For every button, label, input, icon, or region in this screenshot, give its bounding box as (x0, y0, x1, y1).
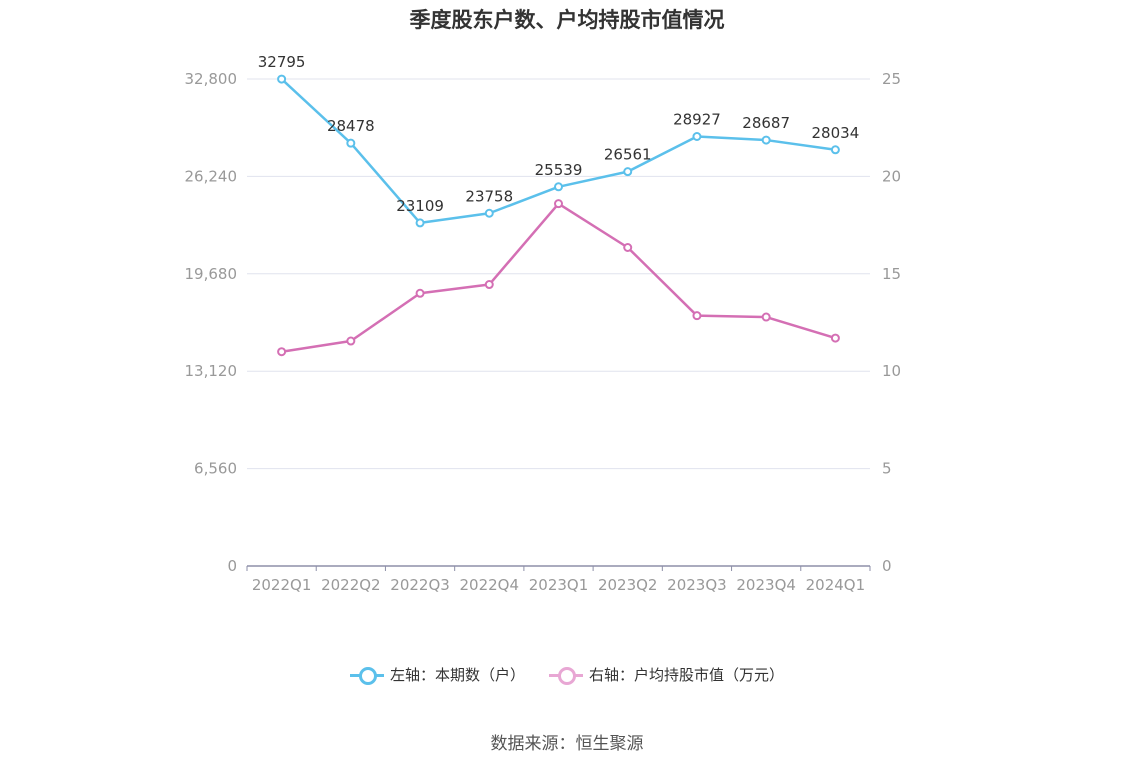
data-label-households: 28034 (812, 124, 860, 142)
data-label-households: 23109 (396, 197, 444, 215)
right-axis-tick-label: 10 (882, 362, 901, 380)
point-avg-value (277, 347, 287, 357)
point-households (346, 138, 356, 148)
left-axis-tick-label: 13,120 (185, 362, 238, 380)
data-label-households: 28687 (742, 114, 790, 132)
right-axis-tick-label: 5 (882, 460, 892, 478)
legend-label-avg-value: 右轴：户均持股市值（万元） (589, 666, 785, 684)
x-axis-tick-label: 2023Q4 (736, 576, 796, 594)
data-label-households: 32795 (258, 53, 306, 71)
point-avg-value (484, 280, 494, 290)
x-axis-tick-label: 2024Q1 (806, 576, 866, 594)
legend-item-avg-value[interactable]: 右轴：户均持股市值（万元） (549, 664, 784, 685)
legend-label-households: 左轴：本期数（户） (389, 666, 525, 684)
x-axis-tick-label: 2023Q1 (529, 576, 589, 594)
point-households (484, 208, 494, 218)
point-avg-value (761, 312, 771, 322)
data-label-households: 28927 (673, 111, 721, 129)
point-households (554, 182, 563, 192)
legend-line-icon (549, 666, 583, 685)
x-axis-tick-label: 2022Q4 (460, 576, 520, 594)
left-axis-tick-label: 0 (227, 557, 237, 575)
left-axis-tick-label: 19,680 (185, 265, 238, 283)
point-avg-value (623, 243, 633, 253)
x-axis-tick-label: 2022Q2 (321, 576, 381, 594)
left-axis-tick-label: 26,240 (185, 167, 238, 185)
data-label-households: 25539 (535, 161, 583, 179)
right-axis-tick-label: 0 (882, 557, 892, 575)
point-households (277, 74, 287, 84)
left-axis-tick-label: 32,800 (185, 70, 238, 88)
right-axis-tick-label: 25 (882, 70, 901, 88)
x-axis-tick-label: 2022Q3 (390, 576, 450, 594)
point-avg-value (415, 288, 425, 298)
point-households (761, 135, 771, 145)
point-avg-value (346, 336, 356, 346)
point-avg-value (830, 333, 840, 343)
chart-legend: 左轴：本期数（户） 右轴：户均持股市值（万元） (0, 664, 1134, 685)
data-label-households: 26561 (604, 146, 652, 164)
left-axis-tick-label: 6,560 (194, 460, 237, 478)
point-avg-value (554, 199, 563, 209)
point-households (692, 132, 702, 142)
chart-title: 季度股东户数、户均持股市值情况 (409, 8, 725, 32)
x-axis-tick-label: 2023Q2 (598, 576, 658, 594)
right-axis-tick-label: 15 (882, 265, 901, 283)
right-axis-tick-label: 20 (882, 167, 901, 185)
data-label-households: 23758 (465, 187, 513, 205)
legend-line-icon (349, 666, 384, 685)
point-households (623, 167, 633, 177)
point-households (415, 218, 425, 228)
data-label-households: 28478 (327, 117, 375, 135)
series-line-avg-value (281, 202, 836, 353)
legend-item-households[interactable]: 左轴：本期数（户） (349, 664, 525, 685)
point-households (830, 145, 840, 155)
x-axis-tick-label: 2023Q3 (667, 576, 727, 594)
point-avg-value (692, 311, 702, 321)
x-axis-tick-label: 2022Q1 (252, 576, 312, 594)
data-source-note: 数据来源：恒生聚源 (490, 734, 644, 754)
